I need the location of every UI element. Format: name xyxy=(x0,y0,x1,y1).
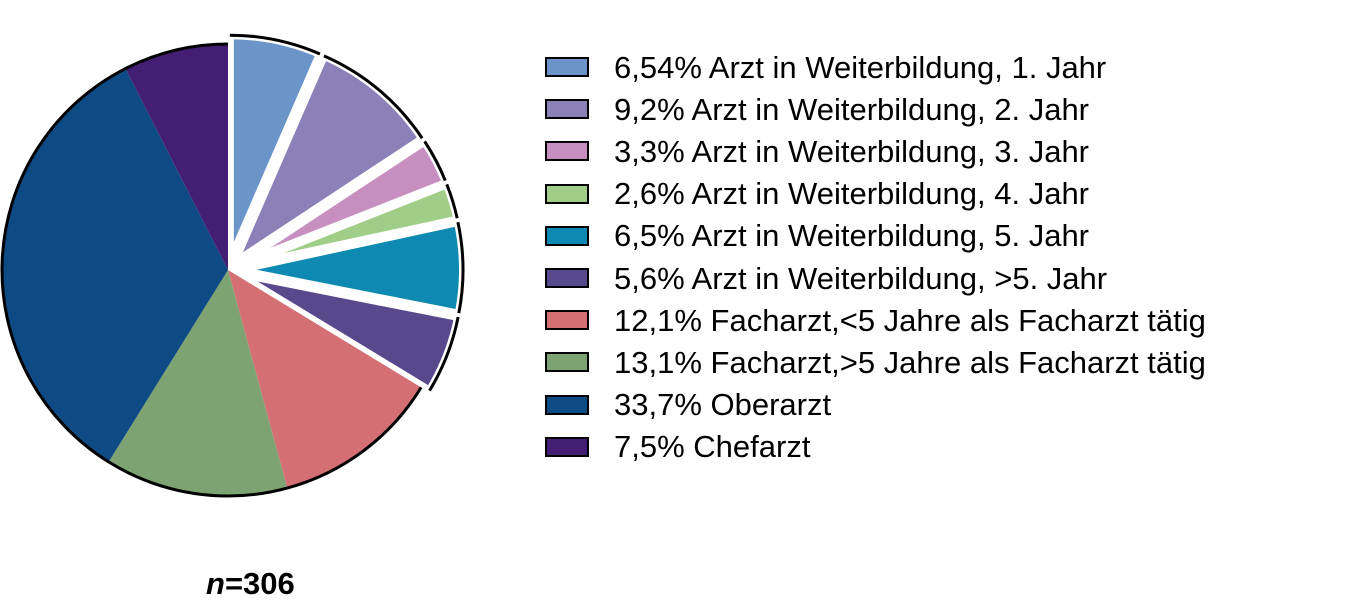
legend-swatch xyxy=(545,352,589,373)
legend-swatch xyxy=(545,436,589,457)
sample-size-variable: n xyxy=(206,566,225,601)
legend-swatch xyxy=(545,394,589,415)
legend-label: 2,6% Arzt in Weiterbildung, 4. Jahr xyxy=(614,176,1090,212)
pie-chart xyxy=(0,31,467,498)
pie-slice-rim-1 xyxy=(229,33,321,56)
pie-slice-rim-2 xyxy=(323,54,424,140)
legend-item: 2,6% Arzt in Weiterbildung, 4. Jahr xyxy=(545,173,1206,215)
pie-slice-7 xyxy=(228,270,422,489)
pie-slice-9 xyxy=(2,68,229,462)
pie-slice-rim-9 xyxy=(0,67,127,464)
legend-label: 5,6% Arzt in Weiterbildung, >5. Jahr xyxy=(614,260,1108,296)
pie-slice-10 xyxy=(125,44,228,270)
sample-size-value: =306 xyxy=(224,566,295,601)
legend-label: 9,2% Arzt in Weiterbildung, 2. Jahr xyxy=(614,91,1090,127)
pie-slice-rim-5 xyxy=(456,221,465,314)
legend-item: 9,2% Arzt in Weiterbildung, 2. Jahr xyxy=(545,88,1206,130)
legend-label: 12,1% Facharzt,<5 Jahre als Facharzt tät… xyxy=(614,302,1206,338)
pie-slice-rim-10 xyxy=(124,42,229,70)
legend-label: 7,5% Chefarzt xyxy=(614,429,811,465)
legend-item: 12,1% Facharzt,<5 Jahre als Facharzt tät… xyxy=(545,299,1206,341)
legend-swatch xyxy=(545,183,589,204)
legend-item: 7,5% Chefarzt xyxy=(545,426,1206,468)
pie-slice-rim-8 xyxy=(107,460,288,498)
legend-swatch xyxy=(545,99,589,120)
pie-chart-area: n=306 xyxy=(0,0,520,616)
pie-slice-8 xyxy=(108,270,288,496)
legend-item: 13,1% Facharzt,>5 Jahre als Facharzt tät… xyxy=(545,341,1206,383)
legend-swatch xyxy=(545,57,589,78)
sample-size-label: n=306 xyxy=(206,566,295,602)
legend-label: 6,54% Arzt in Weiterbildung, 1. Jahr xyxy=(614,49,1107,85)
legend-swatch xyxy=(545,141,589,162)
legend-item: 3,3% Arzt in Weiterbildung, 3. Jahr xyxy=(545,130,1206,172)
legend-swatch xyxy=(545,225,589,246)
pie-slice-rim-7 xyxy=(286,386,423,490)
legend-item: 5,6% Arzt in Weiterbildung, >5. Jahr xyxy=(545,257,1206,299)
legend: 6,54% Arzt in Weiterbildung, 1. Jahr 9,2%… xyxy=(545,46,1206,468)
legend-label: 6,5% Arzt in Weiterbildung, 5. Jahr xyxy=(614,218,1090,254)
legend-label: 33,7% Oberarzt xyxy=(614,387,832,423)
legend-item: 6,54% Arzt in Weiterbildung, 1. Jahr xyxy=(545,46,1206,88)
legend-item: 33,7% Oberarzt xyxy=(545,384,1206,426)
legend-item: 6,5% Arzt in Weiterbildung, 5. Jahr xyxy=(545,215,1206,257)
pie-slice-rim-6 xyxy=(428,316,460,392)
legend-swatch xyxy=(545,310,589,331)
legend-swatch xyxy=(545,268,589,289)
legend-label: 13,1% Facharzt,>5 Jahre als Facharzt tät… xyxy=(614,344,1206,380)
legend-label: 3,3% Arzt in Weiterbildung, 3. Jahr xyxy=(614,133,1090,169)
